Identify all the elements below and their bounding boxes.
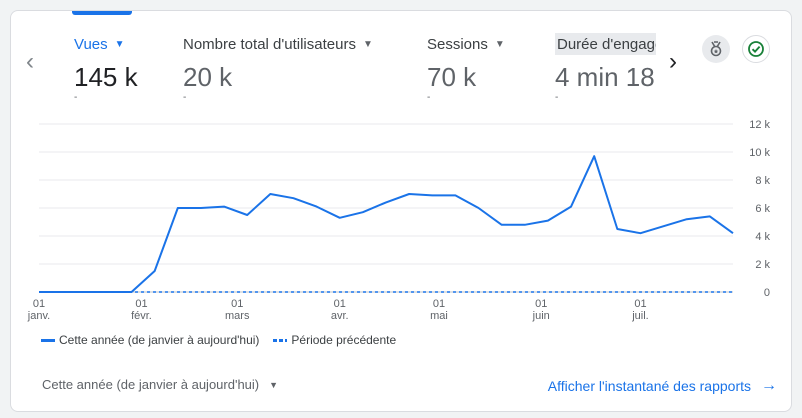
metric-value: 70 k bbox=[427, 62, 477, 92]
x-tick-month: mai bbox=[430, 310, 448, 322]
caret-down-icon: ▼ bbox=[362, 38, 373, 50]
y-tick-label: 2 k bbox=[755, 259, 770, 271]
x-tick-month: mars bbox=[225, 310, 250, 322]
metric-views[interactable]: Vues ▼ 145 k - bbox=[74, 33, 138, 103]
active-metric-indicator bbox=[72, 11, 132, 15]
chevron-right-icon[interactable]: › bbox=[669, 48, 677, 75]
caret-down-icon: ▼ bbox=[114, 38, 125, 50]
metric-comparison: - bbox=[183, 92, 187, 103]
check-circle-icon[interactable] bbox=[742, 35, 770, 63]
metric-label: Vues ▼ bbox=[74, 35, 125, 53]
y-tick-label: 8 k bbox=[755, 175, 770, 187]
y-tick-label: 6 k bbox=[755, 203, 770, 215]
overview-card: ‹ Vues ▼ 145 k - Nombre total d'utilisate… bbox=[10, 10, 792, 412]
y-tick-label: 12 k bbox=[749, 119, 770, 131]
metric-value: 4 min 18 bbox=[555, 62, 655, 92]
x-tick-day: 01 bbox=[33, 298, 45, 310]
x-tick-day: 01 bbox=[535, 298, 547, 310]
legend-swatch-solid bbox=[41, 338, 55, 342]
caret-down-icon: ▼ bbox=[494, 38, 505, 50]
y-tick-label: 0 bbox=[764, 287, 770, 299]
legend-item-current: Cette année (de janvier à aujourd'hui) bbox=[41, 333, 259, 347]
chart-legend: Cette année (de janvier à aujourd'hui) P… bbox=[41, 333, 410, 347]
metric-sessions[interactable]: Sessions ▼ 70 k - bbox=[427, 33, 505, 103]
x-tick-day: 01 bbox=[433, 298, 445, 310]
x-tick-month: févr. bbox=[131, 310, 152, 322]
x-tick-month: juin bbox=[532, 310, 550, 322]
y-tick-label: 4 k bbox=[755, 231, 770, 243]
metrics-row: Vues ▼ 145 k - Nombre total d'utilisateur… bbox=[66, 11, 656, 111]
legend-item-previous: Période précédente bbox=[273, 333, 396, 347]
link-label: Afficher l'instantané des rapports bbox=[547, 378, 751, 394]
metric-comparison: - bbox=[74, 92, 78, 103]
x-tick-month: avr. bbox=[331, 310, 349, 322]
legend-label: Cette année (de janvier à aujourd'hui) bbox=[59, 333, 260, 347]
y-tick-label: 10 k bbox=[749, 147, 770, 159]
metric-comparison: - bbox=[555, 92, 559, 103]
date-range-label: Cette année (de janvier à aujourd'hui) bbox=[42, 377, 260, 392]
metric-total-users[interactable]: Nombre total d'utilisateurs ▼ 20 k - bbox=[183, 33, 373, 103]
arrow-right-icon: → bbox=[761, 377, 777, 394]
line-chart: 12 k10 k8 k6 k4 k2 k001janv.01févr.01mar… bbox=[27, 119, 771, 322]
legend-label: Période précédente bbox=[291, 333, 397, 347]
caret-down-icon: ▼ bbox=[269, 379, 279, 390]
metric-value: 20 k bbox=[183, 62, 233, 92]
metric-label: Durée d'engagement bbox=[555, 33, 656, 55]
metric-value: 145 k bbox=[74, 62, 138, 92]
metric-engagement-duration[interactable]: Durée d'engagement 4 min 18 - bbox=[555, 33, 656, 103]
x-tick-day: 01 bbox=[135, 298, 147, 310]
chevron-left-icon[interactable]: ‹ bbox=[26, 48, 34, 75]
series-line-current bbox=[39, 155, 734, 293]
insights-icon[interactable] bbox=[702, 35, 730, 63]
x-tick-month: juil. bbox=[631, 310, 649, 322]
insights-glyph bbox=[710, 41, 722, 57]
legend-swatch-dashed bbox=[273, 338, 288, 342]
metric-label: Sessions ▼ bbox=[427, 35, 505, 53]
date-range-select[interactable]: Cette année (de janvier à aujourd'hui) ▼ bbox=[42, 377, 278, 392]
x-tick-day: 01 bbox=[231, 298, 243, 310]
x-tick-day: 01 bbox=[334, 298, 346, 310]
x-tick-day: 01 bbox=[634, 298, 646, 310]
check-glyph bbox=[748, 41, 764, 57]
metric-label: Nombre total d'utilisateurs ▼ bbox=[183, 35, 373, 53]
metric-comparison: - bbox=[427, 92, 431, 103]
view-reports-snapshot-link[interactable]: Afficher l'instantané des rapports → bbox=[548, 377, 777, 395]
x-tick-month: janv. bbox=[27, 310, 50, 322]
